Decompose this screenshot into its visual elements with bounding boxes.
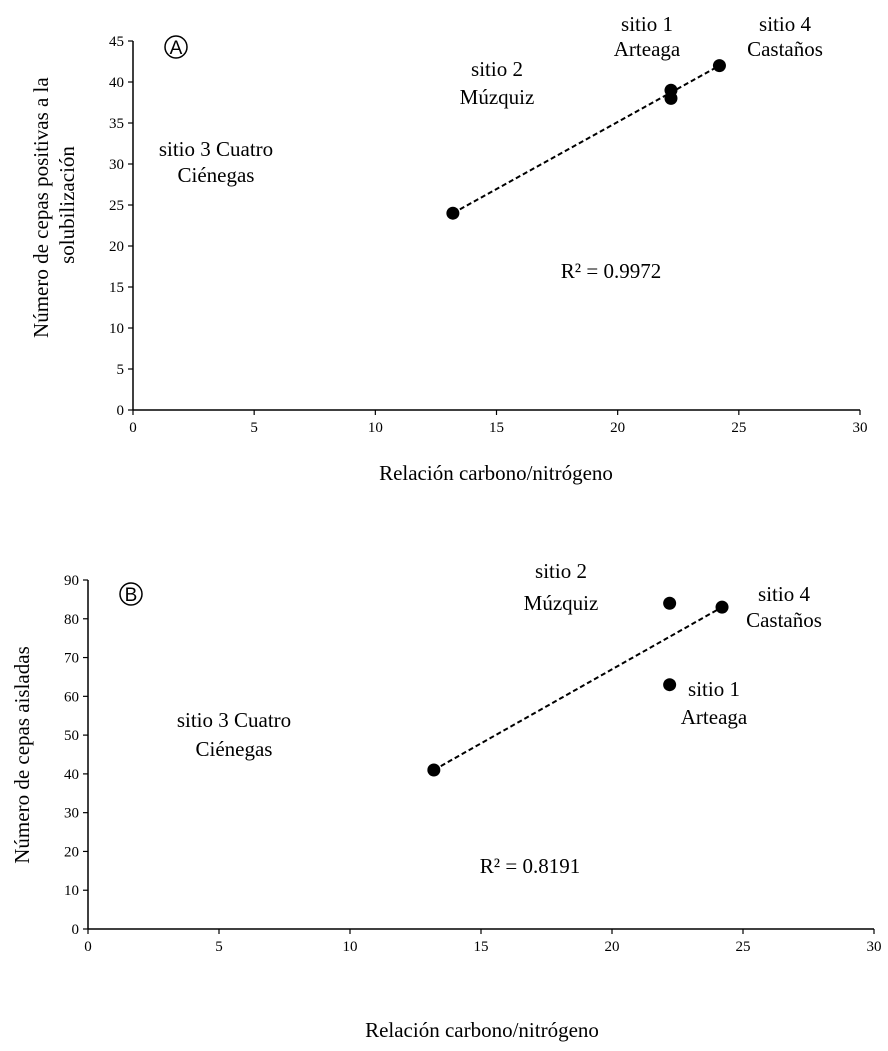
x-tick-label: 30 [867,939,882,955]
y-tick-label: 80 [64,612,79,628]
y-tick-label: 5 [117,362,125,378]
x-axis-title: Relación carbono/nitrógeno [365,1018,599,1042]
x-tick-label: 25 [736,939,751,955]
site-annotation-line: Castaños [747,37,823,61]
x-tick-label: 30 [853,420,868,436]
site-annotation: sitio 3 Cuatro Ciénegas [159,137,273,187]
x-tick-label: 10 [368,420,383,436]
x-tick-labels: 0 5 10 15 20 25 30 [129,410,868,436]
data-points [427,596,729,777]
y-tick-labels: 0 10 20 30 40 50 60 70 80 90 [64,573,88,938]
x-tick-label: 20 [610,420,625,436]
site-annotations: sitio 1 Arteaga sitio 4 Castaños sitio 2 Múzq… [159,12,823,187]
y-tick-label: 10 [64,883,79,899]
y-axis-title-line: Número de cepas positivas a la [29,77,53,338]
site-annotation-line: sitio 1 [621,12,673,36]
site-annotation-line: sitio 4 [759,12,811,36]
x-tick-label: 25 [731,420,746,436]
site-annotation-line: Múzquiz [524,591,599,615]
y-tick-label: 40 [109,75,124,91]
x-tick-label: 10 [343,939,358,955]
y-axis-title: Número de cepas aisladas [10,646,34,864]
x-tick-label: 0 [129,420,137,436]
x-tick-label: 15 [489,420,504,436]
y-axis-title-line: solubilización [55,146,79,264]
site-annotation-line: sitio 3 Cuatro [177,708,291,732]
chart-panel-b: 0 5 10 15 20 25 30 0 10 20 30 40 50 60 70 80 90 Relació… [10,559,882,1042]
site-annotation-line: sitio 4 [758,582,810,606]
y-tick-label: 0 [72,922,80,938]
x-tick-label: 0 [84,939,92,955]
y-tick-label: 15 [109,280,124,296]
site-annotation-line: sitio 1 [688,677,740,701]
site-annotation-line: sitio 2 [471,57,523,81]
panel-label-badge: A [164,35,188,59]
data-point [446,206,460,220]
r-squared-label: R² = 0.8191 [480,854,580,878]
panel-label-circle [119,582,143,606]
y-tick-label: 50 [64,728,79,744]
site-annotation-line: Ciénegas [178,163,255,187]
site-annotation: sitio 1 Arteaga [681,677,748,729]
data-point [427,763,441,777]
y-tick-label: 20 [109,239,124,255]
y-axis-title: Número de cepas positivas a la solubiliz… [29,72,79,338]
y-tick-label: 30 [64,806,79,822]
x-tick-label: 20 [605,939,620,955]
site-annotation-line: Arteaga [681,705,748,729]
x-tick-label: 15 [474,939,489,955]
panel-label-circle [164,35,188,59]
y-tick-label: 45 [109,34,124,50]
x-axis-title: Relación carbono/nitrógeno [379,461,613,485]
chart-panel-a: 0 5 10 15 20 25 30 0 5 10 15 20 25 30 35 40 45 Relación… [29,12,868,485]
panel-label-text: A [170,38,183,59]
site-annotation-line: sitio 2 [535,559,587,583]
r-squared-label: R² = 0.9972 [561,259,661,283]
y-tick-label: 10 [109,321,124,337]
site-annotation-line: sitio 3 Cuatro [159,137,273,161]
x-tick-labels: 0 5 10 15 20 25 30 [84,929,882,955]
y-tick-label: 20 [64,844,79,860]
site-annotation-line: Ciénegas [196,737,273,761]
site-annotations: sitio 2 Múzquiz sitio 4 Castaños sitio 1 Arte… [177,559,822,761]
y-axis-title-line: Número de cepas aisladas [10,646,34,864]
site-annotation: sitio 4 Castaños [746,582,822,632]
data-point [715,600,729,614]
panel-label-text: B [125,585,138,606]
y-tick-label: 30 [109,157,124,173]
data-point [664,91,678,105]
data-points [446,59,726,220]
site-annotation: sitio 2 Múzquiz [524,559,599,615]
x-tick-label: 5 [215,939,223,955]
site-annotation: sitio 3 Cuatro Ciénegas [177,708,291,761]
site-annotation-line: Múzquiz [460,85,535,109]
y-tick-label: 60 [64,689,79,705]
data-point [712,59,726,73]
x-tick-label: 5 [250,420,258,436]
data-point [663,596,677,610]
panel-label-badge: B [119,582,143,606]
y-tick-label: 25 [109,198,124,214]
site-annotation: sitio 2 Múzquiz [460,57,535,109]
data-point [663,678,677,692]
y-tick-label: 35 [109,116,124,132]
y-tick-label: 0 [117,403,125,419]
site-annotation-line: Arteaga [614,37,681,61]
trendline [452,64,720,215]
site-annotation: sitio 1 Arteaga [614,12,681,61]
y-tick-label: 90 [64,573,79,589]
site-annotation: sitio 4 Castaños [747,12,823,61]
trendline [433,606,723,771]
y-tick-labels: 0 5 10 15 20 25 30 35 40 45 [109,34,133,419]
y-tick-label: 70 [64,651,79,667]
y-tick-label: 40 [64,767,79,783]
site-annotation-line: Castaños [746,608,822,632]
